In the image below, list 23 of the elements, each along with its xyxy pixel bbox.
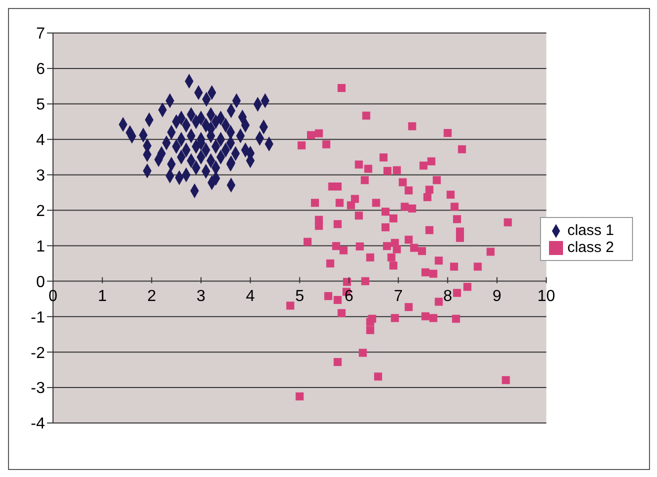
y-tick-label: 6 — [36, 61, 46, 78]
x-tick-label: 4 — [246, 288, 255, 306]
y-tick-label: 1 — [36, 238, 46, 256]
x-tick-label: 2 — [147, 288, 156, 306]
x-tick-label: 1 — [98, 288, 107, 306]
x-tick-label: 9 — [492, 288, 502, 306]
y-tick-label: 0 — [36, 274, 46, 291]
y-tick-label: -3 — [30, 380, 46, 398]
x-tick-label: 7 — [394, 288, 403, 306]
x-tick-label: 5 — [295, 288, 304, 306]
y-tick-label: -1 — [30, 309, 46, 326]
x-tick-label: 8 — [443, 288, 452, 306]
x-tick-label: 3 — [196, 288, 206, 306]
y-tick-label: 2 — [36, 202, 46, 220]
y-tick-label: 3 — [36, 168, 46, 184]
y-tick-label: 5 — [36, 96, 46, 114]
legend-label: class 1 — [567, 222, 614, 239]
x-tick-label: 10 — [537, 288, 556, 306]
y-tick-label: -4 — [30, 416, 46, 433]
legend-label: class 2 — [567, 239, 614, 256]
y-tick-label: -2 — [30, 344, 46, 362]
y-tick-label: 4 — [36, 132, 46, 150]
y-tick-label: 7 — [36, 26, 46, 43]
